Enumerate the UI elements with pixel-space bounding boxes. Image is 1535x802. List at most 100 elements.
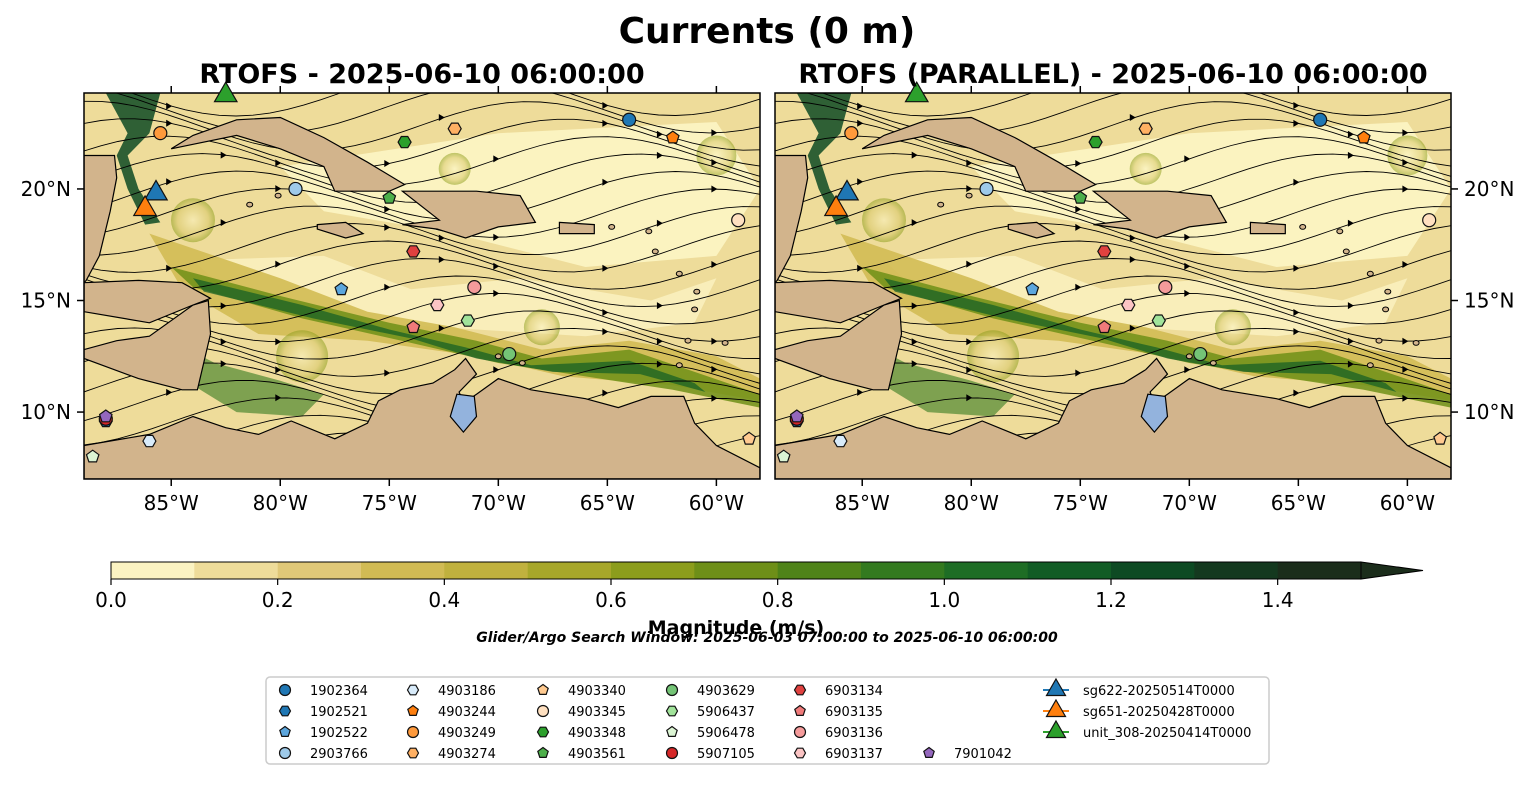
marker-4903274 xyxy=(1138,122,1153,135)
x-tick-label: 60°W xyxy=(689,491,744,515)
landmass xyxy=(775,357,1451,479)
eddy xyxy=(1387,135,1428,176)
streamline xyxy=(84,118,760,169)
marker-4903348 xyxy=(1088,135,1103,149)
map-area xyxy=(775,93,1451,479)
streamline-arrow xyxy=(1347,130,1354,138)
legend-marker xyxy=(406,747,420,759)
marker-2903766 xyxy=(979,181,994,197)
streamline xyxy=(775,100,1451,152)
eddy xyxy=(967,330,1020,383)
legend-marker xyxy=(279,725,291,738)
streamline-arrow xyxy=(438,114,445,121)
legend: 1902364 1902521 1902522 2903766 4903186 49032… xyxy=(265,676,1270,765)
eddy xyxy=(1214,309,1251,346)
streamline-arrow xyxy=(602,102,609,109)
streamline-arrow xyxy=(220,219,227,227)
panel-title: RTOFS (PARALLEL) - 2025-06-10 06:00:00 xyxy=(798,59,1427,90)
streamline xyxy=(821,93,1451,117)
streamline-arrow xyxy=(602,309,609,316)
streamline-arrow xyxy=(711,261,718,268)
colorbar: 0.0 0.2 0.4 0.6 0.8 1.0 1.2 1.4 xyxy=(95,561,1424,612)
island xyxy=(675,270,683,277)
streamline xyxy=(775,223,1451,273)
legend-marker xyxy=(407,704,419,717)
streamline-arrow xyxy=(1184,155,1191,163)
island xyxy=(1209,360,1217,366)
marker-6903137 xyxy=(1121,298,1136,312)
streamline-arrow xyxy=(1129,234,1136,242)
colorbar-segment xyxy=(944,562,1029,579)
x-tick-label: 75°W xyxy=(1053,491,1108,515)
island xyxy=(518,360,526,366)
streamline-arrow xyxy=(966,185,973,193)
marker-1902522 xyxy=(334,282,349,296)
legend-frame xyxy=(265,676,1270,765)
legend-label: sg651-20250428T0000 xyxy=(1083,705,1235,720)
streamline-arrow xyxy=(384,369,391,377)
marker-4903244 xyxy=(665,130,680,144)
streamline-arrow xyxy=(1402,394,1409,402)
legend-label: 4903561 xyxy=(568,747,626,762)
island xyxy=(1375,337,1383,344)
legend-label: 4903340 xyxy=(568,684,626,699)
streamline-arrow xyxy=(220,302,227,310)
island xyxy=(684,337,692,344)
current-band xyxy=(884,255,1408,337)
landmass xyxy=(861,116,1097,192)
map-frame xyxy=(83,92,761,480)
streamline-arrow xyxy=(966,260,973,268)
streamline-arrow xyxy=(1402,159,1409,166)
streamline-arrow xyxy=(966,366,973,374)
streamline xyxy=(84,223,760,273)
marker-unit_308-20250414T0000 xyxy=(904,80,930,103)
x-tick-label: 60°W xyxy=(1380,491,1435,515)
legend-marker xyxy=(793,684,807,696)
legend-label: 5907105 xyxy=(697,747,755,762)
island xyxy=(693,288,701,295)
marker-4903249 xyxy=(844,126,859,141)
legend-marker xyxy=(278,746,292,760)
streamline-arrow xyxy=(602,389,609,397)
legend-marker xyxy=(536,704,550,718)
island xyxy=(721,340,729,346)
legend-label: 6903135 xyxy=(825,705,883,720)
marker-5906478 xyxy=(776,449,791,463)
marker-2903766 xyxy=(288,181,303,197)
legend-label: 6903137 xyxy=(825,747,883,762)
streamline-arrow xyxy=(711,159,718,166)
marker-4903629 xyxy=(1193,346,1208,362)
legend-label: 4903345 xyxy=(568,705,626,720)
streamline-arrow xyxy=(966,394,973,402)
streamline-arrow xyxy=(166,264,173,272)
landmass xyxy=(170,116,406,192)
legend-marker xyxy=(1045,677,1067,697)
streamline-arrow xyxy=(1402,129,1409,137)
streamline xyxy=(775,240,1451,291)
landmass xyxy=(1249,221,1286,235)
marker-7901042 xyxy=(98,409,113,423)
streamline-arrow xyxy=(711,337,718,345)
streamline-arrow xyxy=(1075,205,1082,213)
marker-6903136 xyxy=(467,280,482,295)
legend-label: unit_308-20250414T0000 xyxy=(1083,726,1251,741)
streamline-arrow xyxy=(493,155,500,163)
colorbar-tick-label: 1.2 xyxy=(1095,588,1127,612)
streamline-arrow xyxy=(1402,365,1409,373)
legend-marker xyxy=(278,705,292,717)
streamline-arrow xyxy=(166,388,173,396)
streamline-arrow xyxy=(966,338,973,346)
streamline-arrow xyxy=(602,119,609,127)
colorbar-segment xyxy=(194,562,279,579)
streamline-arrow xyxy=(275,366,282,374)
landmass xyxy=(400,190,537,239)
island xyxy=(1336,228,1344,235)
x-tick-label: 70°W xyxy=(1162,491,1217,515)
streamline-arrow xyxy=(438,256,445,263)
lake xyxy=(449,393,478,434)
streamline-arrow xyxy=(656,302,663,310)
eddy xyxy=(523,309,560,346)
current-band xyxy=(193,255,717,337)
streamline-arrow xyxy=(493,366,500,374)
legend-label: sg622-20250514T0000 xyxy=(1083,684,1235,699)
